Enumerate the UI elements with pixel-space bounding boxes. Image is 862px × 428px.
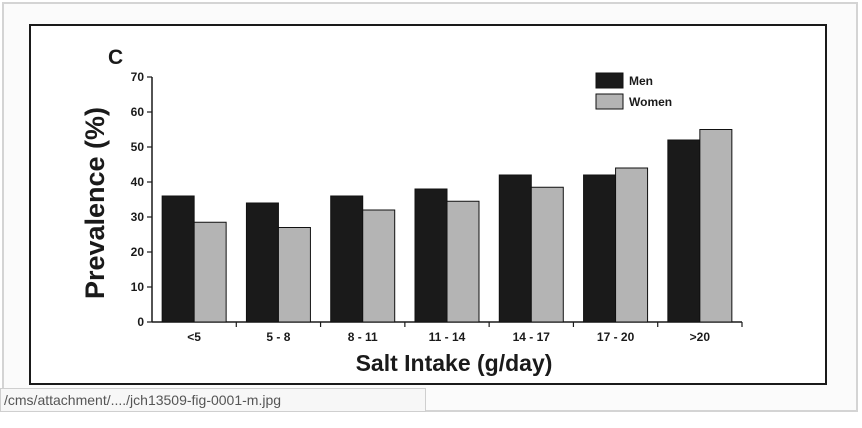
x-tick-label: >20 — [690, 330, 711, 344]
bar-women-6 — [699, 129, 733, 323]
panel-letter: C — [108, 46, 123, 69]
x-tick-label: 5 - 8 — [266, 330, 290, 344]
x-tick-label: 8 - 11 — [348, 330, 378, 344]
bar-women-5 — [615, 167, 649, 323]
bar-men-0 — [161, 195, 195, 323]
bar-men-2 — [330, 195, 364, 323]
bar-women-0 — [193, 221, 227, 323]
legend-swatch-men — [595, 72, 624, 89]
legend-label-men: Men — [629, 74, 653, 88]
bar-men-5 — [583, 174, 617, 323]
bar-women-1 — [277, 227, 311, 323]
y-tick-label: 70 — [131, 70, 145, 84]
y-tick-label: 20 — [131, 245, 145, 259]
bar-women-2 — [362, 209, 396, 323]
bar-men-3 — [414, 188, 448, 323]
y-axis-title: Prevalence (%) — [80, 107, 110, 299]
y-tick-label: 30 — [131, 210, 145, 224]
plot-area: 0 10 20 30 40 50 60 70 <5 5 - 8 8 - 11 11 - 14 14 - … — [131, 70, 743, 344]
y-tick-label: 10 — [131, 280, 145, 294]
bar-women-4 — [530, 186, 564, 323]
y-tick-label: 0 — [137, 315, 144, 329]
status-bar-url: /cms/attachment/..../jch13509-fig-0001-m… — [0, 388, 426, 412]
x-tick-label: 14 - 17 — [513, 330, 551, 344]
legend: Men Women — [595, 72, 672, 110]
y-tick-label: 40 — [131, 175, 145, 189]
y-tick-label: 60 — [131, 105, 145, 119]
bar-men-1 — [245, 202, 279, 323]
bar-men-6 — [667, 139, 701, 323]
x-tick-label: 11 - 14 — [429, 330, 466, 344]
legend-swatch-women — [595, 93, 624, 110]
x-tick-label: <5 — [187, 330, 201, 344]
legend-label-women: Women — [629, 95, 672, 109]
x-axis-title: Salt Intake (g/day) — [356, 350, 553, 376]
x-tick-label: 17 - 20 — [597, 330, 635, 344]
bar-men-4 — [498, 174, 532, 323]
bar-women-3 — [446, 200, 480, 323]
y-tick-label: 50 — [131, 140, 145, 154]
